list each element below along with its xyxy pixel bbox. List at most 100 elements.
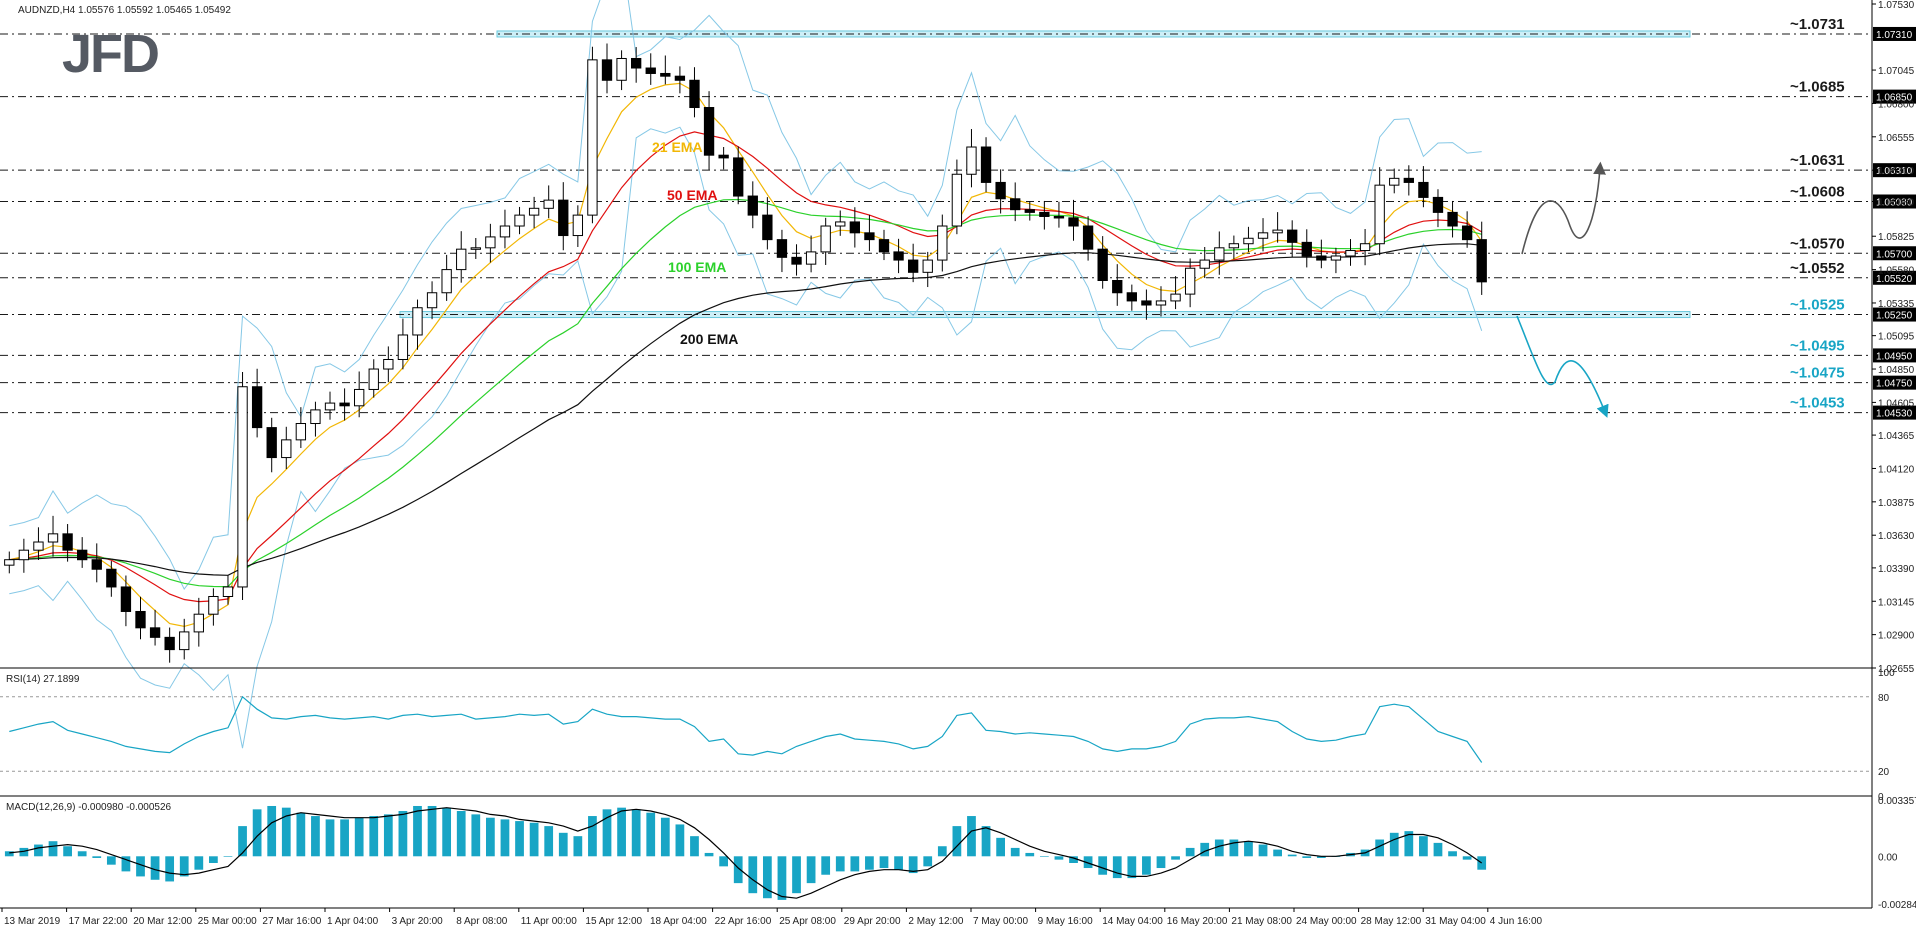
candle-body	[630, 57, 642, 69]
candle-body	[1243, 237, 1254, 245]
price-tick-label: 1.03390	[1878, 564, 1915, 575]
candle-body	[1461, 225, 1473, 241]
candle-body	[1272, 229, 1283, 234]
time-tick-label: 25 Apr 08:00	[779, 916, 836, 927]
rsi-tick-label: 100	[1878, 668, 1895, 679]
candle-body	[878, 239, 890, 253]
candle-body	[1082, 225, 1094, 250]
macd-histogram-bar	[733, 856, 743, 884]
candle-body	[572, 214, 584, 237]
macd-histogram-bar	[1404, 831, 1414, 857]
candle-body	[1112, 279, 1123, 294]
candle-body	[660, 72, 671, 77]
price-tick-label: 1.05335	[1878, 299, 1915, 310]
macd-histogram-bar	[136, 856, 145, 877]
macd-histogram-bar	[558, 832, 568, 857]
candle-body	[587, 59, 598, 216]
candle-body	[1257, 232, 1269, 239]
bullish-projection-arrow	[1521, 161, 1606, 255]
candle-body	[1126, 292, 1137, 302]
rsi-tick-label: 20	[1878, 767, 1890, 778]
candle-body	[893, 251, 904, 261]
candle-body	[674, 75, 686, 81]
candle-body	[164, 636, 175, 651]
candle-body	[922, 259, 933, 273]
candle-body	[1403, 177, 1414, 183]
candle-body	[733, 157, 744, 197]
time-tick-label: 1 Apr 04:00	[327, 916, 379, 927]
macd-histogram-bar	[762, 856, 772, 899]
candle-body	[1097, 248, 1108, 281]
macd-histogram-bar	[1171, 856, 1180, 860]
candle-body	[412, 307, 423, 336]
candle-body	[543, 199, 554, 209]
candle-body	[907, 259, 919, 273]
ema-label: 50 EMA	[667, 187, 718, 203]
macd-histogram-bar	[908, 856, 918, 874]
candle-body	[354, 388, 365, 407]
time-tick-label: 4 Jun 16:00	[1490, 916, 1543, 927]
candle-body	[310, 409, 321, 425]
candle-body	[849, 221, 861, 234]
macd-histogram-bar	[500, 819, 510, 857]
macd-histogram-bar	[1389, 832, 1399, 857]
time-tick-label: 16 May 20:00	[1167, 916, 1228, 927]
price-tick-label: 1.03875	[1878, 498, 1915, 509]
ema-21-line	[9, 82, 1483, 628]
price-tick-label: 1.03630	[1878, 531, 1915, 542]
macd-histogram-bar	[544, 826, 554, 857]
candle-body	[237, 386, 248, 588]
candle-body	[383, 358, 394, 370]
price-tick-label: 1.04120	[1878, 464, 1915, 475]
ema-label: 100 EMA	[668, 259, 726, 275]
level-label: ~1.0685	[1790, 79, 1845, 96]
level-price-tag	[1873, 307, 1916, 322]
macd-histogram-bar	[63, 846, 72, 857]
candle-body	[368, 368, 379, 390]
macd-histogram-bar	[631, 809, 641, 857]
macd-histogram-bar	[369, 816, 379, 857]
macd-histogram-bar	[1433, 842, 1443, 857]
candle-body	[1345, 250, 1356, 257]
macd-histogram-bar	[850, 856, 860, 872]
macd-histogram-bar	[529, 822, 539, 857]
time-tick-label: 2 May 12:00	[908, 916, 963, 927]
macd-histogram-bar	[1112, 856, 1122, 879]
jfd-logo: JFD	[62, 24, 158, 84]
time-tick-label: 14 May 04:00	[1102, 916, 1163, 927]
level-label: ~1.0731	[1790, 16, 1845, 33]
level-price-tag-text: 1.04530	[1876, 409, 1913, 420]
price-tick-label: 1.02655	[1878, 664, 1915, 675]
macd-histogram-bar	[296, 812, 306, 857]
macd-histogram-bar	[383, 814, 393, 857]
level-label: ~1.0631	[1790, 152, 1845, 169]
macd-histogram-bar	[471, 814, 481, 857]
candle-body	[4, 559, 15, 566]
macd-histogram-bar	[150, 856, 160, 880]
macd-histogram-bar	[1185, 847, 1195, 857]
macd-histogram-bar	[1156, 856, 1166, 869]
macd-histogram-bar	[106, 856, 116, 865]
time-tick-label: 7 May 00:00	[973, 916, 1028, 927]
macd-histogram-bar	[413, 805, 422, 857]
level-price-tag	[1873, 405, 1916, 420]
candle-body	[1039, 211, 1050, 217]
candle-body	[966, 146, 977, 175]
macd-histogram-bar	[792, 856, 801, 894]
candle-body	[820, 225, 831, 253]
time-tick-label: 31 May 04:00	[1425, 916, 1486, 927]
level-price-tag	[1873, 246, 1916, 261]
ema-label: 200 EMA	[680, 331, 738, 347]
candle-body	[1068, 217, 1079, 227]
level-price-tag-text: 1.06850	[1876, 93, 1913, 104]
macd-histogram-bar	[588, 816, 597, 857]
macd-histogram-bar	[690, 836, 699, 857]
level-price-tag	[1873, 26, 1916, 41]
candle-body	[149, 627, 161, 638]
macd-histogram-bar	[1025, 852, 1035, 857]
candle-body	[1024, 209, 1035, 213]
time-tick-label: 3 Apr 20:00	[392, 916, 444, 927]
candle-body	[470, 247, 481, 250]
time-tick-label: 24 May 00:00	[1296, 916, 1357, 927]
